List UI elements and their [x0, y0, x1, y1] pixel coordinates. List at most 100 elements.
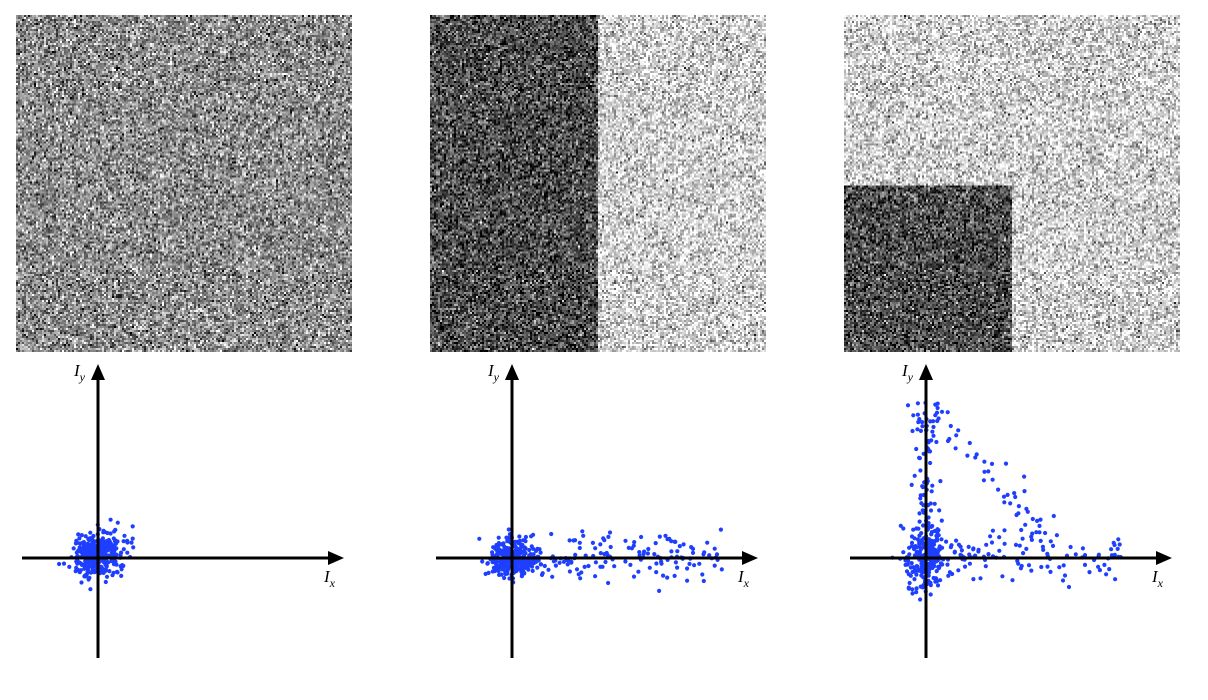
- scatter-point: [928, 460, 933, 466]
- scatter-point: [531, 532, 536, 537]
- scatter-point: [503, 571, 508, 577]
- scatter-point: [910, 428, 915, 434]
- scatter-point: [962, 564, 968, 569]
- scatter-point: [983, 564, 988, 569]
- scatter-point: [1048, 569, 1053, 574]
- scatter-point: [659, 559, 664, 564]
- scatter-point: [982, 469, 987, 474]
- scatter-point: [121, 539, 126, 544]
- scatter-point: [623, 538, 628, 543]
- scatter-point: [623, 559, 628, 564]
- scatter-point: [1037, 523, 1042, 528]
- scatter-point: [685, 578, 690, 583]
- scatter-point: [956, 428, 961, 433]
- scatter-point: [574, 567, 580, 572]
- scatter-point: [495, 564, 500, 569]
- scatter-point: [675, 549, 680, 554]
- scatter-point: [913, 569, 918, 574]
- scatter-point: [538, 562, 544, 567]
- x-axis-arrowhead: [742, 551, 758, 565]
- scatter-point: [914, 526, 919, 531]
- scatter-point: [1109, 553, 1114, 558]
- scatter-point: [103, 567, 108, 572]
- scatter-point: [93, 568, 98, 573]
- scatter-point: [495, 551, 500, 556]
- scatter-point: [692, 563, 697, 568]
- scatter-point: [639, 534, 644, 540]
- scatter-point: [515, 546, 520, 551]
- scatter-point: [654, 561, 659, 566]
- scatter-point: [665, 575, 670, 580]
- gradient-scatter-corner: Iy Ix: [850, 361, 1172, 658]
- scatter-point: [74, 538, 79, 543]
- scatter-point: [990, 477, 995, 482]
- scatter-point: [122, 533, 127, 538]
- scatter-point: [632, 540, 637, 545]
- scatter-point: [1012, 491, 1017, 496]
- scatter-point: [954, 538, 959, 543]
- scatter-point: [527, 547, 532, 553]
- scatter-point: [521, 570, 526, 575]
- scatter-point: [87, 575, 92, 580]
- scatter-point: [1107, 567, 1112, 572]
- scatter-point: [934, 569, 939, 574]
- scatter-point: [76, 532, 81, 537]
- scatter-point: [1096, 552, 1101, 557]
- scatter-point: [523, 534, 528, 540]
- scatter-point: [898, 523, 903, 528]
- scatter-point: [915, 412, 920, 417]
- scatter-point: [690, 550, 696, 555]
- scatter-point: [590, 540, 595, 545]
- scatter-point: [917, 519, 922, 524]
- scatter-point: [661, 573, 666, 578]
- scatter-point: [1048, 539, 1053, 544]
- scatter-point: [712, 546, 717, 551]
- scatter-point: [700, 572, 705, 577]
- scatter-point: [938, 479, 943, 484]
- scatter-point: [486, 570, 491, 575]
- scatter-point: [917, 533, 922, 538]
- scatter-point: [107, 539, 112, 544]
- scatter-point: [480, 559, 485, 564]
- scatter-point: [1022, 489, 1027, 494]
- scatter-point: [939, 409, 945, 414]
- scatter-point: [569, 559, 574, 564]
- scatter-point: [539, 572, 545, 577]
- scatter-point: [636, 569, 641, 574]
- scatter-point: [601, 536, 606, 541]
- scatter-point: [504, 545, 510, 551]
- scatter-point: [903, 562, 908, 567]
- scatter-point: [504, 535, 509, 540]
- scatter-point: [697, 561, 702, 566]
- scatter-point: [103, 562, 108, 567]
- scatter-point: [945, 562, 950, 567]
- scatter-point: [912, 577, 917, 582]
- scatter-point: [1002, 528, 1007, 533]
- scatter-point: [997, 535, 1002, 540]
- scatter-point: [677, 544, 682, 549]
- scatter-point: [989, 461, 995, 466]
- scatter-point: [928, 580, 933, 585]
- scatter-point: [517, 534, 522, 539]
- scatter-point: [920, 484, 925, 489]
- noise-image-flat: [16, 15, 352, 352]
- scatter-point: [104, 574, 110, 579]
- scatter-point: [917, 455, 922, 460]
- y-axis-arrowhead: [91, 364, 105, 380]
- scatter-point: [506, 527, 511, 532]
- scatter-point: [944, 539, 949, 544]
- scatter-point: [901, 526, 906, 531]
- scatter-point: [1066, 584, 1072, 590]
- scatter-point: [978, 576, 983, 581]
- scatter-point: [593, 546, 598, 551]
- panel-flat: Iy Ix: [0, 0, 360, 700]
- scatter-point: [521, 538, 526, 543]
- scatter-point: [88, 546, 93, 551]
- scatter-point: [919, 501, 924, 506]
- scatter-point: [958, 552, 963, 557]
- scatter-point: [966, 544, 971, 549]
- scatter-point: [657, 534, 662, 539]
- scatter-point: [996, 487, 1001, 492]
- scatter-point: [939, 537, 944, 542]
- scatter-point: [88, 570, 93, 575]
